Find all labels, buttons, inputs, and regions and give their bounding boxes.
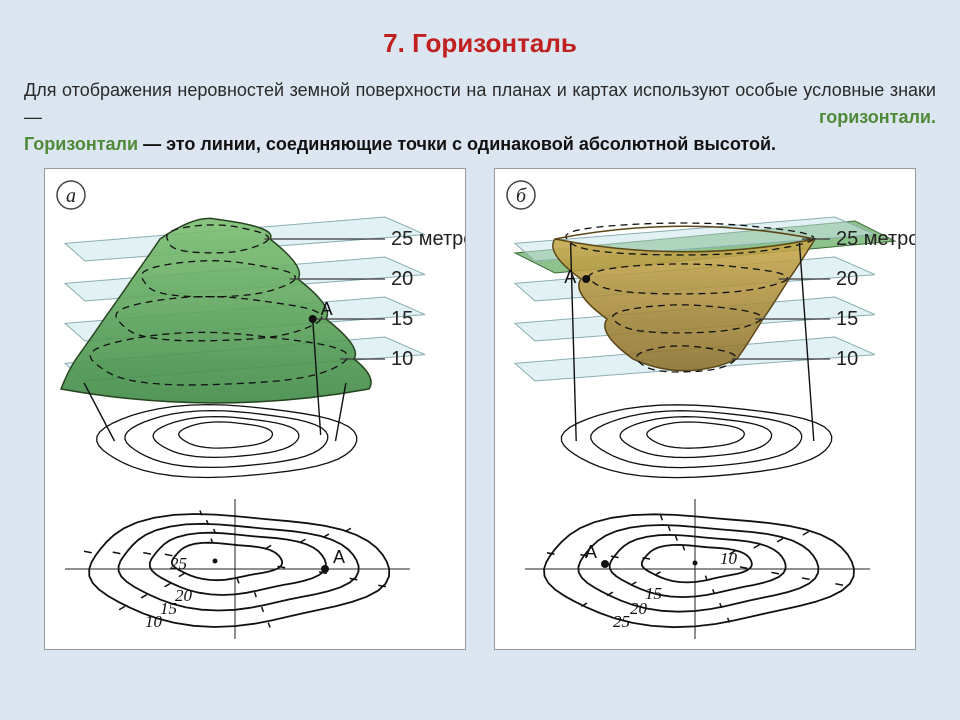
svg-text:10: 10	[720, 549, 738, 568]
slide: 7. Горизонталь Для отображения неровност…	[0, 0, 960, 720]
svg-text:15: 15	[391, 308, 413, 330]
svg-text:10: 10	[145, 612, 163, 631]
svg-text:10: 10	[836, 348, 858, 370]
svg-text:25: 25	[170, 554, 187, 573]
svg-text:А: А	[333, 547, 345, 567]
svg-text:А: А	[585, 542, 597, 562]
svg-text:15: 15	[836, 308, 858, 330]
panel-b: б25 метров201510А10152025А	[494, 168, 916, 650]
slide-title: 7. Горизонталь	[24, 28, 936, 59]
svg-text:15: 15	[160, 599, 177, 618]
intro-paragraph: Для отображения неровностей земной повер…	[24, 77, 936, 131]
svg-text:20: 20	[630, 599, 648, 618]
svg-text:а: а	[66, 185, 76, 207]
svg-text:25 метров: 25 метров	[391, 228, 465, 250]
svg-text:20: 20	[175, 586, 193, 605]
term-def: Горизонтали	[24, 134, 138, 154]
figures-row: а25 метров201510А25201510А б25 метров201…	[24, 168, 936, 650]
svg-text:А: А	[321, 299, 333, 319]
definition-text: Горизонтали — это линии, соединяющие точ…	[24, 131, 936, 158]
panel-a: а25 метров201510А25201510А	[44, 168, 466, 650]
svg-text:б: б	[516, 185, 527, 207]
svg-text:25: 25	[613, 612, 630, 631]
svg-text:10: 10	[391, 348, 413, 370]
svg-text:20: 20	[391, 268, 413, 290]
term-highlight: горизонтали.	[42, 107, 936, 127]
svg-text:А: А	[564, 267, 576, 287]
svg-text:20: 20	[836, 268, 858, 290]
svg-text:15: 15	[645, 584, 662, 603]
definition-rest: — это линии, соединяющие точки с одинако…	[138, 134, 776, 154]
svg-text:25 метров: 25 метров	[836, 228, 915, 250]
